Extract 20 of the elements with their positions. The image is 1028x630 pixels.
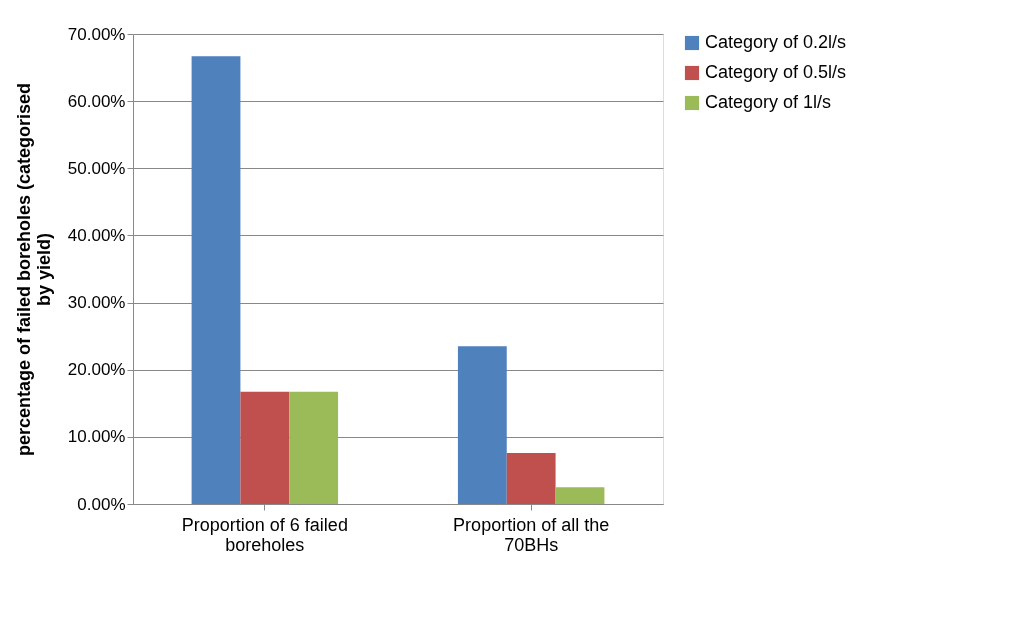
y-tick-label: 30.00% (67, 293, 126, 313)
y-tick-label: 10.00% (67, 427, 126, 447)
y-tick-label: 70.00% (67, 24, 126, 44)
x-tick-label: Proportion of 6 failed boreholes (181, 514, 348, 555)
bar (240, 391, 290, 504)
y-tick-label: 0.00% (77, 494, 126, 514)
bar (555, 487, 605, 504)
bar (506, 452, 556, 504)
legend-label: Category of 0.5l/s (705, 62, 847, 82)
bar (191, 56, 241, 504)
bar (289, 391, 339, 504)
y-tick-label: 40.00% (67, 225, 126, 245)
legend-label: Category of 1l/s (705, 92, 832, 112)
y-tick-label: 20.00% (67, 360, 126, 380)
legend-label: Category of 0.2l/s (705, 32, 847, 52)
y-tick-label: 60.00% (67, 91, 126, 111)
x-tick-label: Proportion of all the 70BHs (453, 514, 610, 555)
bar (457, 346, 507, 504)
y-axis-title: percentage of failed boreholes (categorised by yield) (13, 82, 54, 457)
y-tick-label: 50.00% (67, 158, 126, 178)
